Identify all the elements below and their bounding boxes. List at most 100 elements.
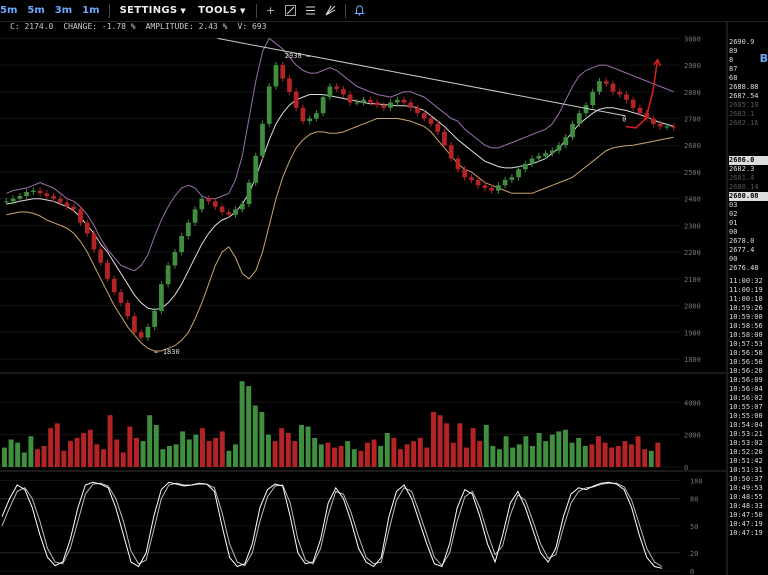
volume-bar: [365, 442, 370, 467]
trade-time: 10:58:56: [729, 322, 763, 330]
candle-body: [4, 201, 9, 203]
candle-body: [212, 201, 218, 207]
volume-bar: [239, 381, 245, 467]
volume-bar: [477, 441, 483, 467]
trade-time: 10:55:07: [729, 403, 763, 411]
timeframe-5m-b[interactable]: 5m: [27, 5, 45, 16]
candle-body: [367, 99, 373, 103]
volume-bar: [655, 442, 661, 467]
bid-price: 03: [729, 201, 738, 209]
candle-body: [657, 123, 663, 127]
candle-body: [624, 94, 629, 100]
candle-body: [30, 190, 36, 192]
candle-body: [111, 278, 117, 293]
volume-bar: [556, 431, 562, 467]
volume-bar: [622, 441, 628, 467]
fib-fan-icon[interactable]: [324, 4, 338, 18]
candle-body: [132, 316, 137, 333]
trade-time: 10:51:31: [729, 466, 763, 474]
trendline-tool-icon[interactable]: [284, 4, 298, 18]
volume-bar: [173, 444, 179, 467]
ask-price-dim: 2683.1: [729, 110, 755, 118]
chevron-down-icon: ▼: [180, 7, 187, 15]
candle-body: [509, 177, 515, 180]
price-tick-label: 2600: [684, 142, 701, 150]
volume-bar: [94, 444, 100, 467]
horizontal-lines-icon[interactable]: [304, 4, 318, 18]
volume-bar: [15, 442, 21, 467]
volume-bar: [299, 424, 304, 467]
volume-bar: [576, 437, 582, 467]
timeframe-5m-a[interactable]: 5m: [0, 5, 18, 16]
volume-bar: [338, 445, 344, 467]
volume-tick-label: 4000: [684, 399, 701, 407]
volume-bar: [279, 428, 285, 467]
price-tick-label: 2800: [684, 89, 701, 97]
stoch-tick-label: 50: [690, 523, 698, 531]
timeframe-3m[interactable]: 3m: [54, 5, 73, 16]
crosshair-icon[interactable]: +: [266, 4, 276, 17]
candle-body: [496, 185, 501, 191]
candle-body: [226, 212, 232, 215]
candle-body: [320, 97, 326, 114]
settings-menu[interactable]: SETTINGS ▼: [114, 5, 193, 16]
volume-bar: [378, 445, 384, 467]
bell-icon[interactable]: [353, 4, 367, 18]
price-panel: 1800 1900 2000 2100 2200 2300 2400 2500 2600 2700…: [0, 35, 701, 364]
volume-bar: [437, 415, 443, 467]
candle-body: [482, 185, 488, 188]
candle-body: [165, 265, 171, 285]
timeframe-1m[interactable]: 1m: [82, 5, 100, 16]
candle-body: [300, 107, 306, 122]
volume-bar: [497, 449, 502, 467]
price-tick-label: 2000: [684, 303, 701, 311]
chevron-down-icon: ▼: [239, 7, 246, 15]
volume-bar: [193, 434, 199, 467]
volume-bar: [153, 424, 159, 467]
candle-body: [314, 113, 319, 119]
candle-body: [388, 102, 393, 108]
volume-bar: [404, 444, 410, 467]
volume-bar: [68, 441, 73, 467]
candle-body: [118, 292, 124, 303]
close-value: C: 2174.0: [10, 22, 54, 31]
trade-time: 10:47:19: [729, 529, 763, 537]
candle-body: [57, 198, 63, 203]
ask-price: 89: [729, 47, 738, 55]
volume-bar: [180, 431, 186, 467]
volume-bar: [160, 449, 166, 467]
volume-bar: [266, 434, 271, 467]
candle-body: [98, 249, 104, 263]
trade-time: 10:53:02: [729, 439, 763, 447]
volume-bar: [200, 428, 205, 467]
candle-body: [637, 107, 643, 114]
candle-body: [266, 86, 272, 124]
candle-body: [84, 222, 90, 234]
bid-price: 02: [729, 210, 738, 218]
candle-body: [374, 102, 380, 106]
candle-body: [597, 81, 602, 92]
volume-bar: [398, 449, 403, 467]
volume-bar: [285, 433, 291, 467]
ask-price: 2690.9: [729, 38, 755, 46]
volume-bar: [213, 437, 219, 467]
price-annotation: ← 1830: [154, 348, 179, 356]
price-annotation: 2938 →: [285, 52, 310, 60]
volume-bar: [457, 423, 463, 467]
candle-body: [159, 284, 164, 311]
candle-body: [435, 123, 441, 132]
candle-body: [206, 198, 211, 202]
volume-bar: [371, 439, 377, 467]
price-tick-label: 3000: [684, 35, 701, 43]
volume-bar: [147, 415, 153, 467]
ask-price-dim: 2685.10: [729, 101, 759, 109]
orderbook-gap: [729, 128, 768, 156]
candle-body: [556, 145, 562, 151]
volume-bar: [186, 439, 192, 467]
candle-body: [71, 206, 77, 210]
price-tick-label: 1800: [684, 356, 701, 364]
candle-body: [233, 209, 238, 215]
trade-time: 10:48:33: [729, 502, 763, 510]
tools-menu[interactable]: TOOLS ▼: [192, 5, 252, 16]
